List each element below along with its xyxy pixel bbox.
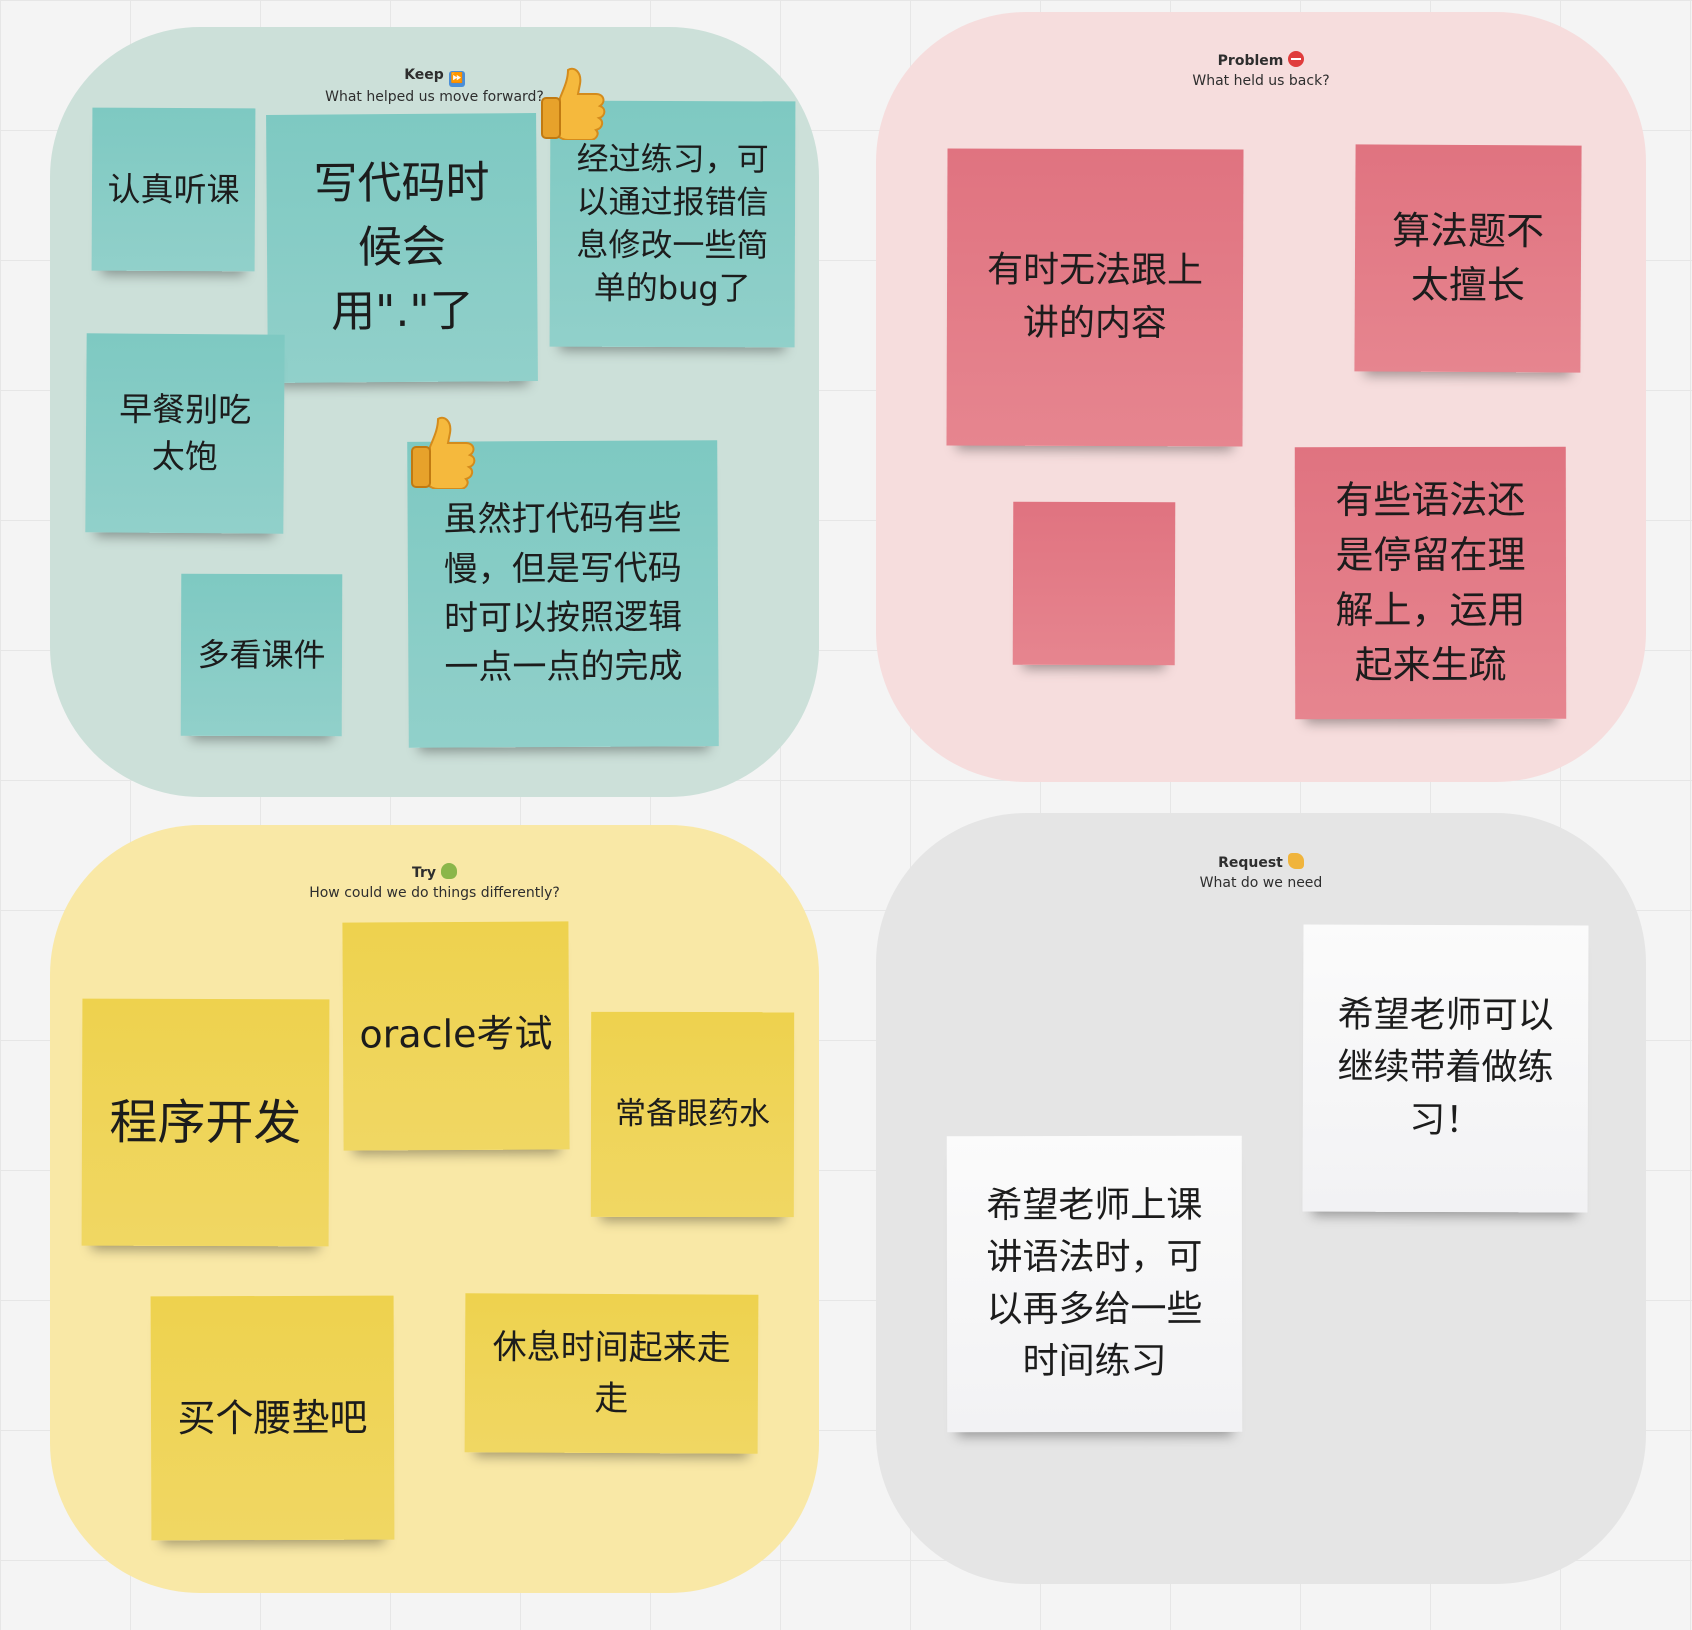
sticky-note[interactable]: 休息时间起来走走: [464, 1293, 759, 1454]
try-title: Try: [411, 865, 437, 881]
sticky-note[interactable]: 程序开发: [81, 998, 330, 1247]
try-subtitle: How could we do things differently?: [309, 885, 560, 901]
sticky-note[interactable]: oracle考试: [342, 921, 570, 1151]
try-header: Try How could we do things differently?: [50, 863, 819, 903]
sticky-note[interactable]: [1012, 501, 1176, 666]
problem-title: Problem: [1217, 53, 1284, 69]
no-entry-icon: [1288, 51, 1305, 67]
sticky-note[interactable]: 多看课件: [180, 573, 343, 737]
request-subtitle: What do we need: [1199, 875, 1323, 891]
fast-forward-button-icon: ⏩: [448, 71, 465, 87]
problem-header: Problem What held us back?: [876, 51, 1646, 91]
sticky-note[interactable]: 算法题不太擅长: [1354, 144, 1582, 373]
thumbs-up-icon[interactable]: [408, 413, 478, 489]
sticky-note[interactable]: 希望老师上课讲语法时，可以再多给一些时间练习: [946, 1135, 1243, 1433]
thumbs-up-icon[interactable]: [538, 64, 608, 140]
keep-title: Keep: [404, 67, 444, 83]
sticky-note[interactable]: 早餐别吃太饱: [85, 333, 285, 534]
tamale-icon: [441, 863, 458, 879]
request-title: Request: [1218, 855, 1283, 871]
sticky-note[interactable]: 写代码时候会用"."了: [266, 113, 538, 383]
sticky-note[interactable]: 买个腰垫吧: [150, 1295, 395, 1541]
keep-header: Keep ⏩ What helped us move forward?: [50, 65, 819, 107]
sticky-note[interactable]: 希望老师可以继续带着做练习！: [1302, 924, 1589, 1213]
problem-subtitle: What held us back?: [1192, 73, 1330, 89]
sticky-note[interactable]: 常备眼药水: [590, 1011, 795, 1218]
keep-subtitle: What helped us move forward?: [325, 89, 544, 105]
flexed-biceps-icon: [1287, 853, 1304, 869]
sticky-note[interactable]: 认真听课: [91, 107, 256, 272]
request-header: Request What do we need: [876, 853, 1646, 893]
sticky-note[interactable]: 有些语法还是停留在理解上，运用起来生疏: [1294, 446, 1567, 720]
sticky-note[interactable]: 有时无法跟上讲的内容: [946, 148, 1244, 447]
